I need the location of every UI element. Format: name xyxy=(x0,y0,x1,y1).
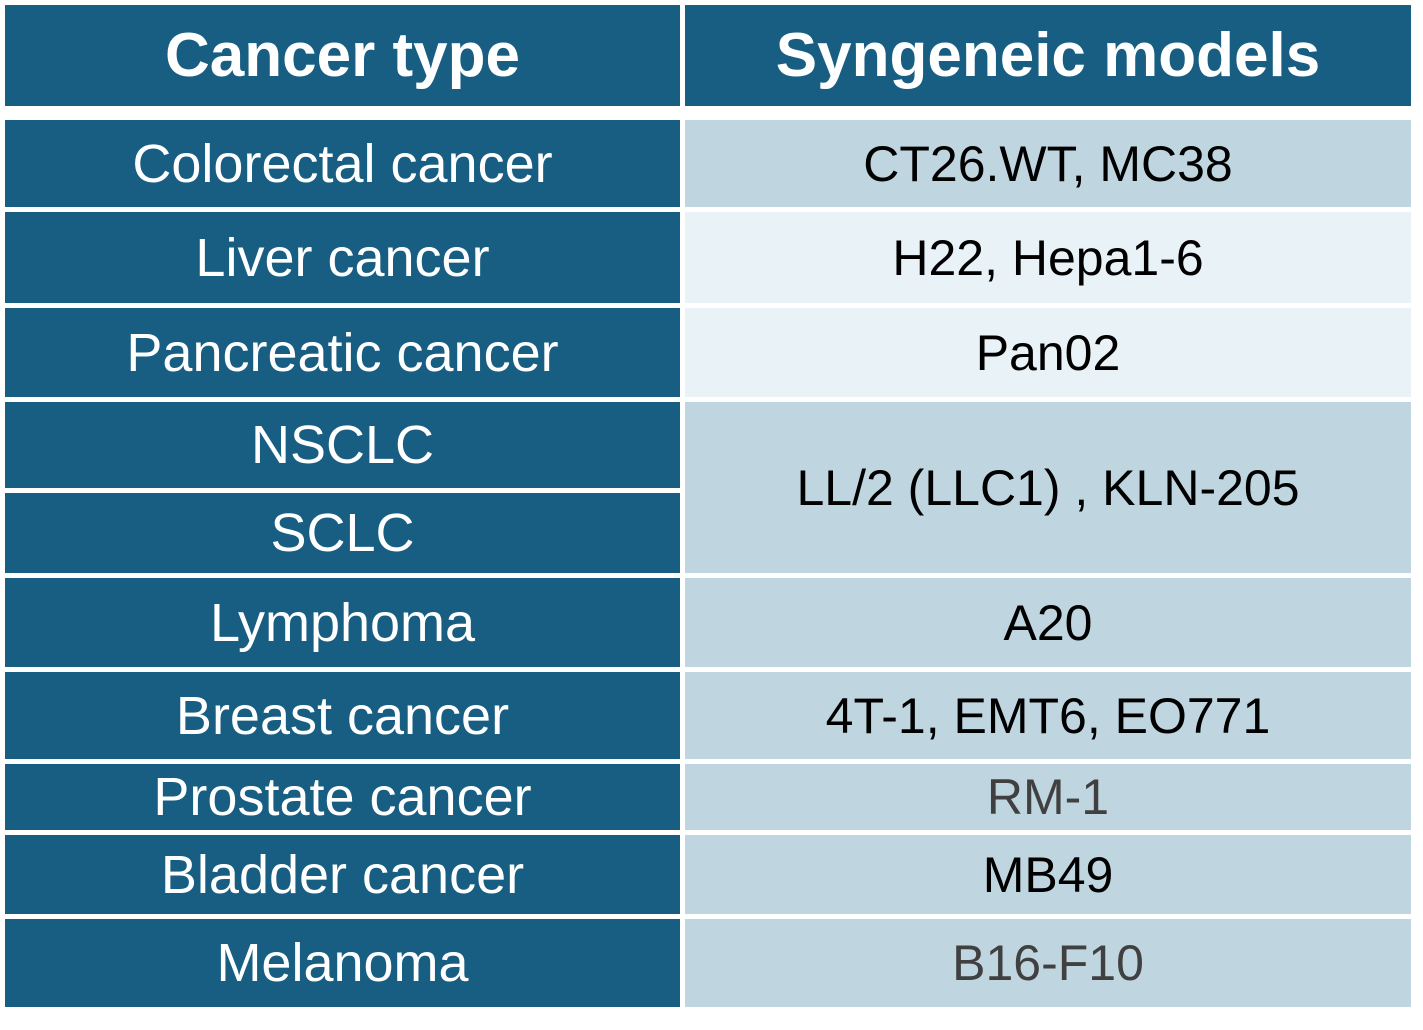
models-label: CT26.WT, MC38 xyxy=(863,135,1233,192)
models-label: H22, Hepa1-6 xyxy=(892,229,1204,286)
models-label: 4T-1, EMT6, EO771 xyxy=(825,687,1271,744)
row-liver-models: H22, Hepa1-6 xyxy=(685,212,1411,303)
row-lymphoma-models: A20 xyxy=(685,578,1411,667)
cancer-type-label: Lymphoma xyxy=(209,592,476,653)
models-label: A20 xyxy=(1003,594,1093,651)
models-label: LL/2 (LLC1) , KLN-205 xyxy=(796,459,1300,516)
row-pancreatic-models: Pan02 xyxy=(685,308,1411,397)
cancer-type-label: Bladder cancer xyxy=(160,844,525,905)
cancer-type-label: NSCLC xyxy=(250,415,435,475)
cancer-type-label: Pancreatic cancer xyxy=(126,322,559,383)
models-label: MB49 xyxy=(982,846,1114,903)
cancer-type-label: Melanoma xyxy=(216,933,469,993)
cancer-type-label: Colorectal cancer xyxy=(132,133,553,194)
row-melanoma-models: B16-F10 xyxy=(685,919,1411,1007)
row-bladder-type: Bladder cancer xyxy=(5,835,680,914)
header-cancer-type-label: Cancer type xyxy=(165,21,520,90)
row-prostate-type: Prostate cancer xyxy=(5,764,680,830)
cancer-type-label: Prostate cancer xyxy=(153,767,532,827)
models-label: Pan02 xyxy=(975,324,1121,381)
header-syngeneic-models-label: Syngeneic models xyxy=(775,21,1321,90)
row-melanoma-type: Melanoma xyxy=(5,919,680,1007)
header-cancer-type: Cancer type xyxy=(5,5,680,106)
header-syngeneic-models: Syngeneic models xyxy=(685,5,1411,106)
row-colorectal-models: CT26.WT, MC38 xyxy=(685,120,1411,207)
cancer-type-label: SCLC xyxy=(270,503,415,563)
row-breast-type: Breast cancer xyxy=(5,672,680,759)
row-breast-models: 4T-1, EMT6, EO771 xyxy=(685,672,1411,759)
cancer-type-label: Liver cancer xyxy=(195,227,490,288)
row-pancreatic-type: Pancreatic cancer xyxy=(5,308,680,397)
row-liver-type: Liver cancer xyxy=(5,212,680,303)
row-bladder-models: MB49 xyxy=(685,835,1411,914)
row-colorectal-type: Colorectal cancer xyxy=(5,120,680,207)
cancer-type-label: Breast cancer xyxy=(175,685,510,746)
row-sclc-type: SCLC xyxy=(5,493,680,573)
row-prostate-models: RM-1 xyxy=(685,764,1411,830)
row-nsclc-type: NSCLC xyxy=(5,402,680,488)
models-label: B16-F10 xyxy=(952,935,1144,991)
models-label: RM-1 xyxy=(986,769,1110,825)
row-lung-models: LL/2 (LLC1) , KLN-205 xyxy=(685,402,1411,573)
row-lymphoma-type: Lymphoma xyxy=(5,578,680,667)
